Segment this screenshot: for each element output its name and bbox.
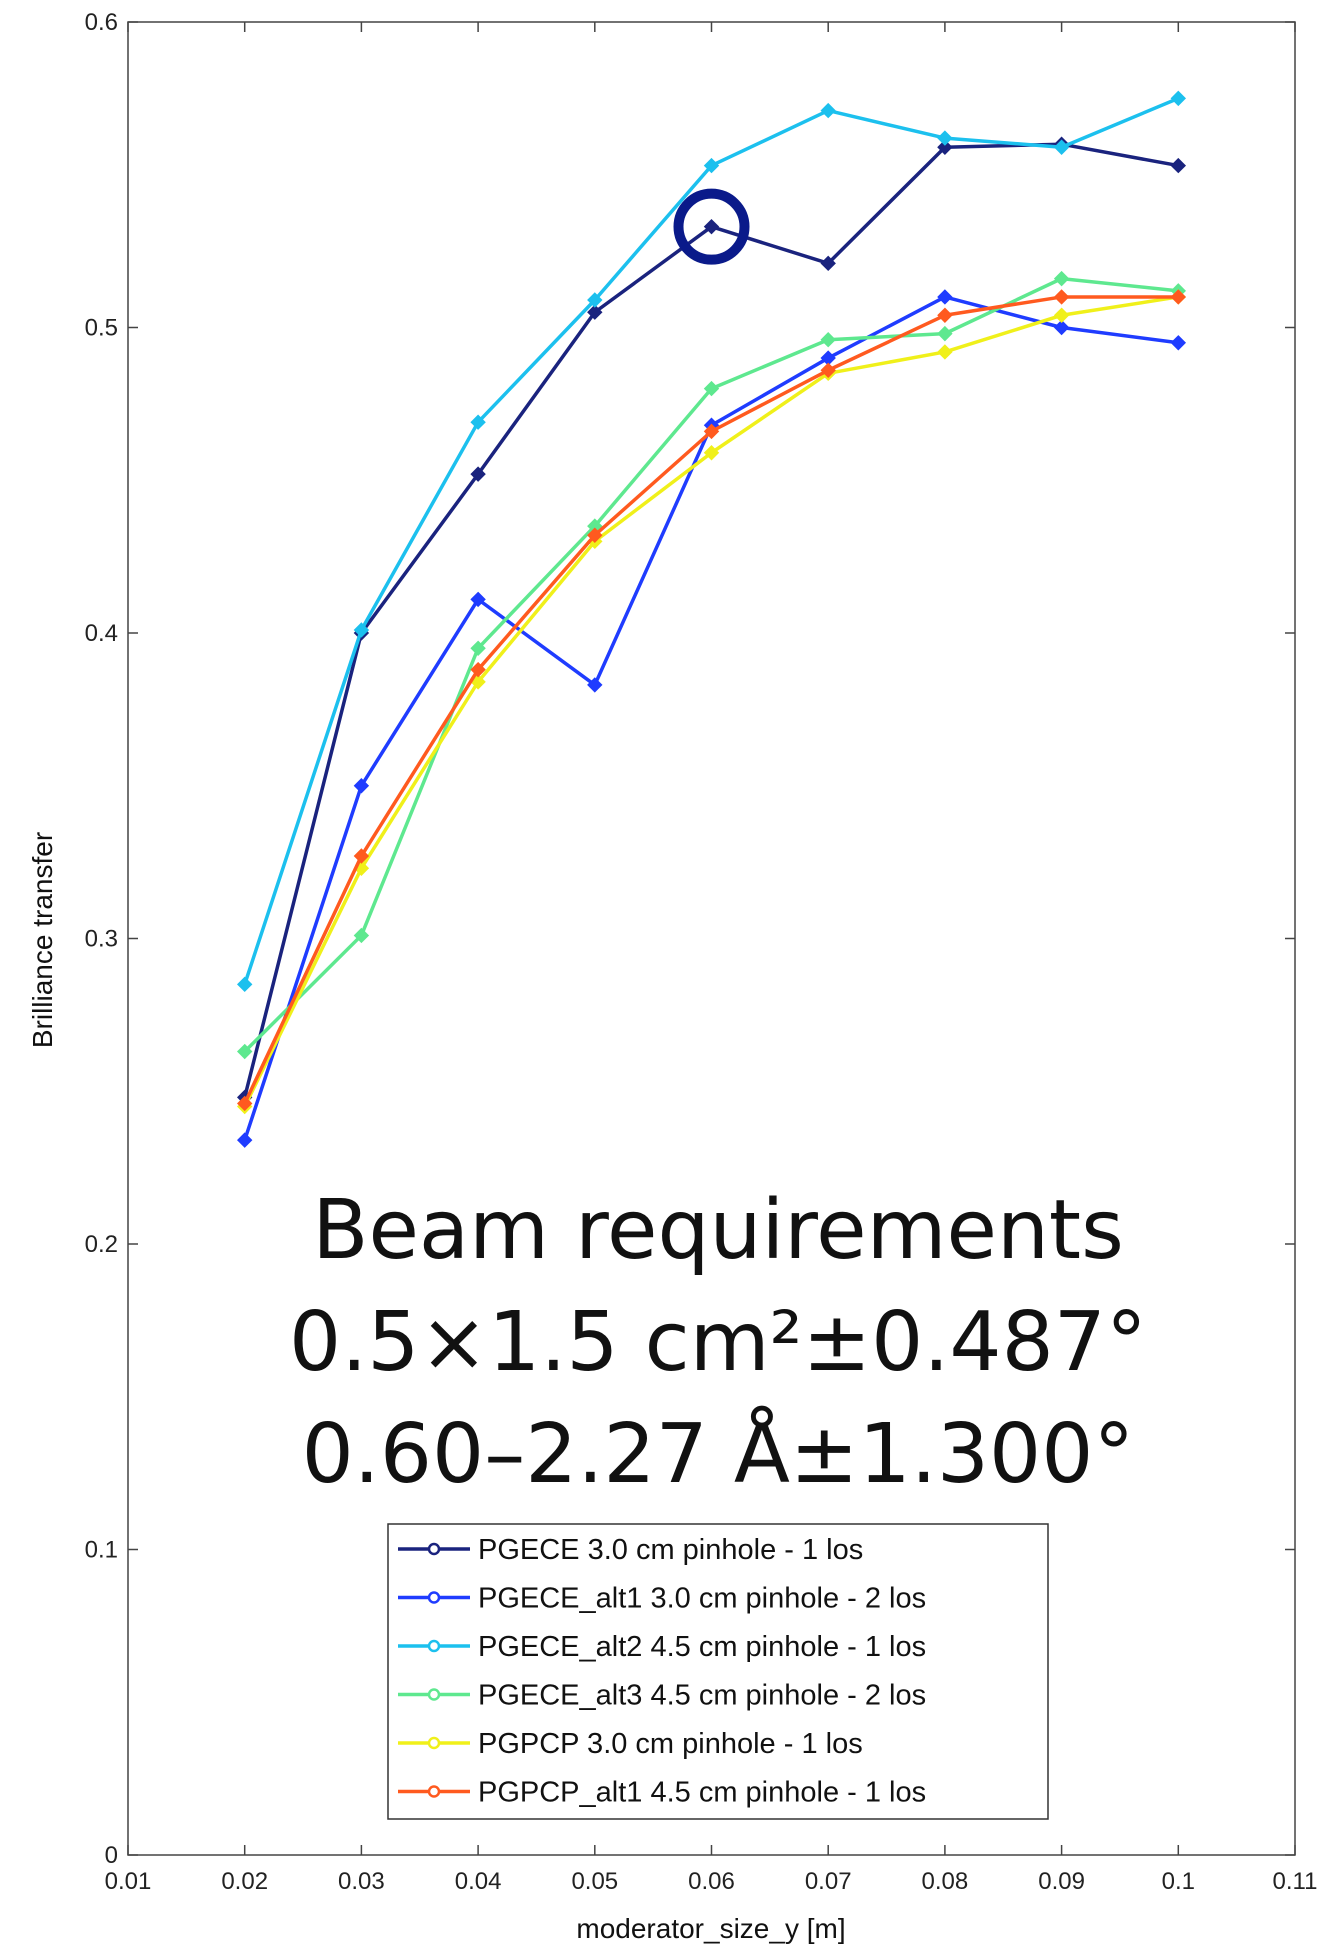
legend-marker [427,1736,441,1750]
x-tick-label: 0.04 [455,1868,502,1895]
beam-requirements-annotation: Beam requirements 0.5×1.5 cm²±0.487° 0.6… [289,1183,1147,1502]
legend-marker [427,1542,441,1556]
series-point [820,362,836,378]
highlight-layer [673,188,750,265]
y-tick-label: 0.1 [85,1537,118,1564]
x-tick-label: 0.09 [1038,1868,1085,1895]
x-tick-label: 0.08 [922,1868,969,1895]
series-point [353,622,370,638]
y-tick-label: 0.3 [85,926,118,953]
y-tick-label: 0.4 [85,620,118,647]
series-point [470,640,486,656]
series-2 [236,90,1187,993]
series-point [1053,270,1070,287]
series-point [587,527,603,543]
series-point [937,139,953,155]
series-point [353,848,370,864]
y-tick-label: 0.5 [85,315,118,342]
series-point [937,130,953,146]
y-tick-label: 0.6 [85,9,118,36]
series-point [587,292,603,308]
series-point [703,380,720,397]
series-point [236,1043,253,1060]
series-3 [236,270,1187,1060]
legend-entry-2: PGECE_alt2 4.5 cm pinhole - 1 los [398,1631,926,1663]
series-point [1170,335,1187,351]
legend-marker [427,1688,441,1701]
legend-label: PGECE_alt2 4.5 cm pinhole - 1 los [478,1631,926,1663]
legend-label: PGPCP 3.0 cm pinhole - 1 los [478,1728,863,1760]
x-tick-label: 0.05 [571,1868,618,1895]
series-point [1053,307,1070,323]
legend-marker [427,1639,441,1653]
series-point [236,976,253,993]
series-point [1170,289,1187,305]
x-tick-label: 0.11 [1273,1868,1318,1895]
series-point [1053,319,1070,336]
x-tick-label: 0.01 [105,1868,152,1895]
legend: PGECE 3.0 cm pinhole - 1 los PGECE_alt1 3… [387,1523,1049,1820]
legend-label: PGECE 3.0 cm pinhole - 1 los [478,1534,863,1566]
x-tick-label: 0.1 [1162,1868,1195,1895]
series-point [236,1132,253,1148]
series-point [703,157,720,174]
legend-marker [427,1785,441,1798]
legend-label: PGECE_alt1 3.0 cm pinhole - 2 los [478,1583,926,1615]
series-point [820,332,836,348]
annotation-line-1: Beam requirements [312,1183,1124,1278]
legend-box [387,1523,1049,1820]
series-point [820,102,836,119]
series-point [703,445,720,461]
series-point [1053,139,1070,155]
series-point [937,307,953,323]
series-point [470,661,486,678]
series-point [353,778,370,794]
series-point [703,423,720,440]
series-point [937,289,953,305]
legend-label: PGPCP_alt1 4.5 cm pinhole - 1 los [478,1777,926,1809]
annotation-line-2: 0.5×1.5 cm²±0.487° [289,1295,1147,1390]
series-layer [236,90,1187,1148]
series-5 [236,289,1187,1112]
series-point [587,304,603,320]
series-point [703,218,720,235]
series-point [470,591,486,608]
legend-entry-3: PGECE_alt3 4.5 cm pinhole - 2 los [398,1680,926,1712]
x-tick-label: 0.03 [338,1868,385,1895]
series-point [1053,289,1070,305]
series-point [937,344,953,360]
series-point [470,414,486,430]
y-tick-label: 0 [105,1842,118,1869]
series-point [236,1095,253,1112]
series-point [820,255,836,272]
highlight-circle [673,188,750,265]
y-axis-title: Brilliance transfer [27,832,58,1048]
legend-entry-4: PGPCP 3.0 cm pinhole - 1 los [398,1728,863,1760]
annotation-line-3: 0.60–2.27 Å±1.300° [302,1406,1135,1502]
legend-entry-1: PGECE_alt1 3.0 cm pinhole - 2 los [398,1583,926,1615]
legend-marker [427,1591,441,1604]
legend-entry-0: PGECE 3.0 cm pinhole - 1 los [398,1534,863,1566]
x-axis-title: moderator_size_y [m] [576,1913,845,1944]
series-point [937,325,953,342]
legend-label: PGECE_alt3 4.5 cm pinhole - 2 los [478,1680,926,1712]
series-point [1170,157,1187,174]
series-point [1170,90,1187,107]
series-point [587,677,603,693]
series-point [353,927,370,944]
x-tick-label: 0.06 [688,1868,735,1895]
legend-entry-5: PGPCP_alt1 4.5 cm pinhole - 1 los [398,1777,926,1809]
axis-ticks: 0.01 0.02 0.03 0.04 0.05 0.06 0.07 0.08 0.09 0.1 0… [85,9,1318,1895]
series-point [470,466,486,482]
x-tick-label: 0.07 [805,1868,852,1895]
y-tick-label: 0.2 [85,1231,118,1258]
x-tick-label: 0.02 [221,1868,268,1895]
